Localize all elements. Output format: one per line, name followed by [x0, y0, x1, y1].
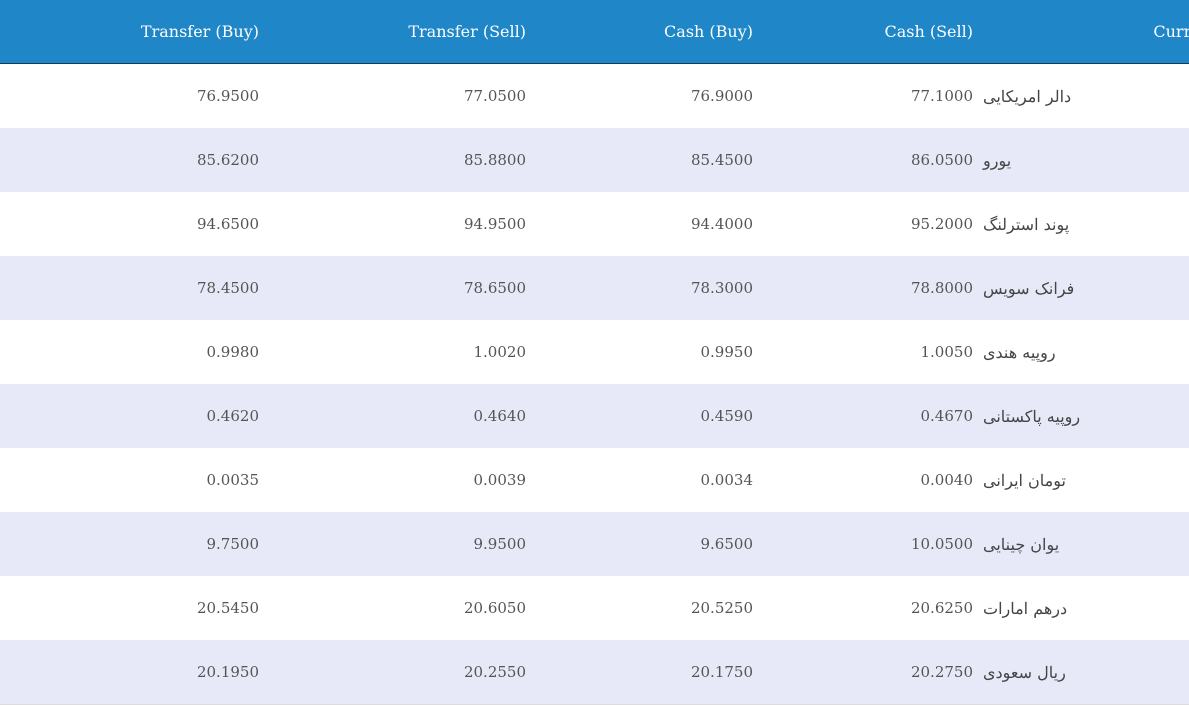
table-row: 20.1950 20.2550 20.1750 20.2750 ریال سعو… [0, 640, 1189, 705]
currency-name: یوان چینایی [983, 534, 1060, 554]
currency-name: روپیه پاکستانی [983, 406, 1081, 426]
transfer-sell-cell: 9.9500 [269, 512, 536, 576]
cash-sell-cell: 1.0050 [763, 320, 983, 384]
currency-name: درهم امارات [983, 598, 1068, 618]
table-row: 94.6500 94.9500 94.4000 95.2000 پوند است… [0, 192, 1189, 256]
cash-sell-cell: 20.2750 [763, 640, 983, 705]
currency-cell: یورو [983, 128, 1189, 192]
cash-buy-cell: 0.9950 [536, 320, 763, 384]
currency-name: تومان ایرانی [983, 470, 1066, 490]
transfer-buy-cell: 20.1950 [0, 640, 269, 705]
transfer-sell-cell: 0.0039 [269, 448, 536, 512]
table-row: 9.7500 9.9500 9.6500 10.0500 یوان چینایی [0, 512, 1189, 576]
currency-name: فرانک سویس [983, 278, 1075, 298]
currency-cell: تومان ایرانی [983, 448, 1189, 512]
table-row: 85.6200 85.8800 85.4500 86.0500 یورو [0, 128, 1189, 192]
transfer-sell-cell: 20.2550 [269, 640, 536, 705]
cash-buy-cell: 85.4500 [536, 128, 763, 192]
currency-name: دالر امریکایی [983, 86, 1072, 106]
currency-cell: روپیه هندی [983, 320, 1189, 384]
currency-cell: روپیه پاکستانی [983, 384, 1189, 448]
table-row: 0.9980 1.0020 0.9950 1.0050 روپیه هندی [0, 320, 1189, 384]
table-row: 78.4500 78.6500 78.3000 78.8000 فرانک سو… [0, 256, 1189, 320]
cash-sell-cell: 86.0500 [763, 128, 983, 192]
table-body: 76.9500 77.0500 76.9000 77.1000 دالر امر… [0, 63, 1189, 705]
header-transfer-sell: Transfer (Sell) [269, 0, 536, 64]
header-currency: Currency [983, 0, 1189, 64]
currency-name: پوند استرلنگ [983, 214, 1070, 234]
header-transfer-buy: Transfer (Buy) [0, 0, 269, 64]
header-cash-sell: Cash (Sell) [763, 0, 983, 64]
cash-buy-cell: 76.9000 [536, 63, 763, 128]
transfer-sell-cell: 85.8800 [269, 128, 536, 192]
cash-sell-cell: 78.8000 [763, 256, 983, 320]
table-header: Transfer (Buy) Transfer (Sell) Cash (Buy… [0, 0, 1189, 64]
cash-sell-cell: 20.6250 [763, 576, 983, 640]
transfer-sell-cell: 1.0020 [269, 320, 536, 384]
transfer-sell-cell: 94.9500 [269, 192, 536, 256]
transfer-buy-cell: 20.5450 [0, 576, 269, 640]
transfer-buy-cell: 76.9500 [0, 63, 269, 128]
transfer-buy-cell: 0.9980 [0, 320, 269, 384]
table-row: 0.0035 0.0039 0.0034 0.0040 تومان ایرانی [0, 448, 1189, 512]
currency-cell: دالر امریکایی [983, 63, 1189, 128]
currency-name: یورو [983, 150, 1012, 170]
transfer-buy-cell: 94.6500 [0, 192, 269, 256]
header-row: Transfer (Buy) Transfer (Sell) Cash (Buy… [0, 0, 1189, 64]
transfer-sell-cell: 20.6050 [269, 576, 536, 640]
table-row: 20.5450 20.6050 20.5250 20.6250 درهم اما… [0, 576, 1189, 640]
transfer-buy-cell: 78.4500 [0, 256, 269, 320]
cash-buy-cell: 20.5250 [536, 576, 763, 640]
cash-sell-cell: 95.2000 [763, 192, 983, 256]
cash-sell-cell: 77.1000 [763, 63, 983, 128]
currency-cell: پوند استرلنگ [983, 192, 1189, 256]
transfer-sell-cell: 77.0500 [269, 63, 536, 128]
cash-buy-cell: 0.4590 [536, 384, 763, 448]
transfer-buy-cell: 9.7500 [0, 512, 269, 576]
table-row: 0.4620 0.4640 0.4590 0.4670 روپیه پاکستا… [0, 384, 1189, 448]
cash-sell-cell: 0.4670 [763, 384, 983, 448]
currency-name: ریال سعودی [983, 662, 1066, 682]
currency-cell: درهم امارات [983, 576, 1189, 640]
cash-buy-cell: 0.0034 [536, 448, 763, 512]
currency-cell: یوان چینایی [983, 512, 1189, 576]
transfer-sell-cell: 0.4640 [269, 384, 536, 448]
transfer-buy-cell: 85.6200 [0, 128, 269, 192]
cash-sell-cell: 10.0500 [763, 512, 983, 576]
currency-name: روپیه هندی [983, 342, 1056, 362]
cash-buy-cell: 94.4000 [536, 192, 763, 256]
cash-buy-cell: 78.3000 [536, 256, 763, 320]
header-cash-buy: Cash (Buy) [536, 0, 763, 64]
cash-buy-cell: 20.1750 [536, 640, 763, 705]
table-row: 76.9500 77.0500 76.9000 77.1000 دالر امر… [0, 63, 1189, 128]
currency-cell: ریال سعودی [983, 640, 1189, 705]
transfer-buy-cell: 0.0035 [0, 448, 269, 512]
transfer-buy-cell: 0.4620 [0, 384, 269, 448]
cash-sell-cell: 0.0040 [763, 448, 983, 512]
transfer-sell-cell: 78.6500 [269, 256, 536, 320]
cash-buy-cell: 9.6500 [536, 512, 763, 576]
currency-cell: فرانک سویس [983, 256, 1189, 320]
